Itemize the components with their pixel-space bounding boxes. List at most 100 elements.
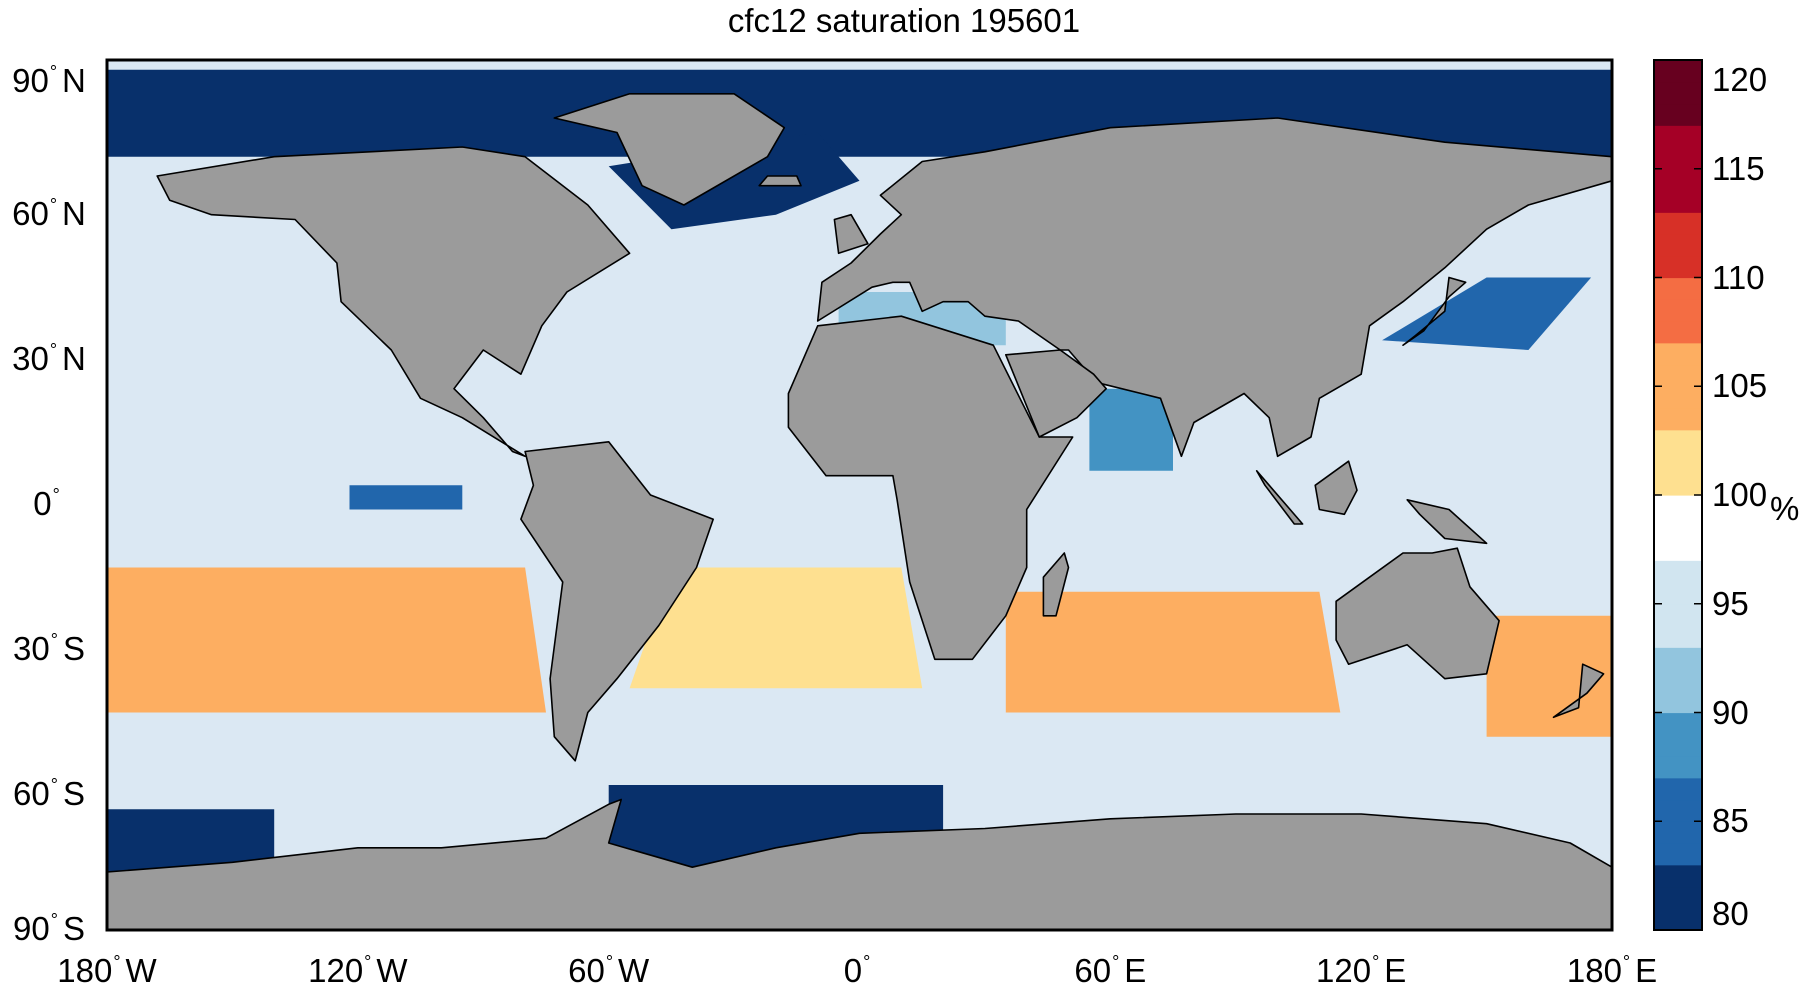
colorbar-segment (1654, 234, 1702, 257)
colorbar-segment (1654, 690, 1702, 714)
latitude-tick-label: 90° N (12, 62, 86, 99)
colorbar-segment (1654, 777, 1702, 801)
map-frame (105, 58, 1614, 932)
latitude-tick-label: 60° N (12, 195, 86, 232)
colorbar-tick-label: 90 (1712, 693, 1749, 731)
colorbar-segment (1654, 821, 1702, 844)
colorbar-segment (1654, 756, 1702, 779)
latitude-hemisphere: S (62, 630, 85, 667)
colorbar-segment (1654, 843, 1702, 866)
colorbar-segment (1654, 908, 1702, 931)
latitude-value: 60 (13, 775, 50, 812)
longitude-value: 120 (308, 952, 364, 989)
colorbar-segment (1654, 712, 1702, 735)
latitude-value: 90 (12, 62, 49, 99)
colorbar-segment (1654, 429, 1702, 453)
longitude-hemisphere: E (1124, 952, 1147, 989)
colorbar-tick-label: 95 (1712, 584, 1749, 622)
longitude-hemisphere: W (125, 952, 157, 989)
land-madagascar (1042, 552, 1070, 617)
colorbar-segment (1654, 451, 1702, 474)
latitude-tick-label: 30° S (13, 630, 85, 667)
map-title: cfc12 saturation 195601 (727, 2, 1081, 39)
latitude-tick-label: 60° S (13, 775, 85, 812)
saturation-region-arabian-sea (1089, 388, 1173, 471)
longitude-value: 60 (1074, 952, 1112, 989)
land-new-zealand (1552, 663, 1605, 719)
longitude-tick-label: 120° W (308, 952, 408, 989)
land-australia (1335, 547, 1500, 680)
colorbar-segment (1654, 190, 1702, 213)
colorbar-segment (1654, 799, 1702, 822)
latitude-hemisphere: N (62, 62, 86, 99)
saturation-region-south-pacific-high (107, 567, 546, 713)
longitude-tick-label: 120° E (1316, 952, 1407, 989)
colorbar-tick-label: 85 (1712, 802, 1749, 840)
latitude-hemisphere: S (62, 775, 85, 812)
colorbar-segment (1654, 168, 1702, 192)
longitude-tick-label: 60° W (568, 952, 650, 989)
latitude-hemisphere: N (62, 195, 86, 232)
longitude-value: 60 (568, 952, 605, 989)
colorbar-unit: % (1770, 490, 1800, 527)
colorbar-segment (1654, 364, 1702, 387)
colorbar-segment (1654, 886, 1702, 909)
latitude-tick-label: 30° N (12, 340, 86, 377)
longitude-hemisphere: W (376, 952, 408, 989)
land-japan (1402, 276, 1467, 347)
land-north-america (156, 146, 631, 458)
latitude-hemisphere: S (62, 910, 85, 947)
latitude-tick-label: 90° S (13, 910, 85, 947)
colorbar-segment (1654, 734, 1702, 757)
longitude-tick-label: 60° E (1074, 952, 1147, 989)
longitude-value: 180 (1566, 952, 1622, 989)
colorbar-segment (1654, 81, 1702, 105)
colorbar-tick-label: 110 (1712, 258, 1765, 296)
land-eurasia (816, 117, 1613, 458)
latitude-tick-label: 0° (33, 485, 60, 522)
latitude-value: 30 (13, 630, 50, 667)
colorbar-tick-label: 120 (1712, 61, 1768, 98)
land-arabia (1004, 349, 1107, 438)
map-area (105, 58, 1614, 932)
longitude-value: 0 (843, 952, 863, 989)
colorbar-segment (1654, 342, 1702, 366)
longitude-tick-label: 180° E (1566, 952, 1658, 989)
latitude-value: 30 (12, 340, 49, 377)
latitude-value: 90 (13, 910, 50, 947)
land-sumatra (1255, 469, 1304, 525)
colorbar-segment (1654, 255, 1702, 279)
colorbar-tick-label: 80 (1712, 895, 1749, 932)
colorbar-segment (1654, 103, 1702, 126)
land-greenland (553, 93, 786, 206)
saturation-region-south-atlantic-high (629, 567, 923, 689)
colorbar (1653, 59, 1703, 931)
land-iceland (758, 175, 802, 187)
land-borneo (1314, 460, 1358, 516)
latitude-value: 60 (12, 195, 49, 232)
land-africa (787, 315, 1074, 661)
longitude-tick-label: 0° (843, 952, 871, 989)
saturation-region-north-pacific-west (1382, 277, 1592, 350)
longitude-tick-label: 180° W (57, 952, 157, 989)
longitude-hemisphere: E (1635, 952, 1658, 989)
longitude-hemisphere: E (1384, 952, 1407, 989)
colorbar-segment (1654, 864, 1702, 888)
land-antarctica (106, 798, 1613, 931)
longitude-value: 120 (1316, 952, 1372, 989)
colorbar-tick-label: 105 (1712, 367, 1768, 405)
saturation-region-tasman-high (1486, 615, 1612, 737)
saturation-region-equatorial-pacific-low (349, 485, 463, 510)
colorbar-segment (1654, 386, 1702, 409)
latitude-value: 0 (33, 485, 52, 522)
colorbar-segment (1654, 212, 1702, 235)
colorbar-tick-label: 115 (1712, 149, 1765, 187)
colorbar-segment (1654, 495, 1702, 518)
colorbar-segment (1654, 603, 1702, 627)
colorbar-segment (1654, 538, 1702, 561)
colorbar-segment (1654, 408, 1702, 431)
colorbar-segment (1654, 582, 1702, 605)
colorbar-segment (1654, 647, 1702, 670)
land-uk (833, 213, 869, 255)
colorbar-segment (1654, 516, 1702, 540)
